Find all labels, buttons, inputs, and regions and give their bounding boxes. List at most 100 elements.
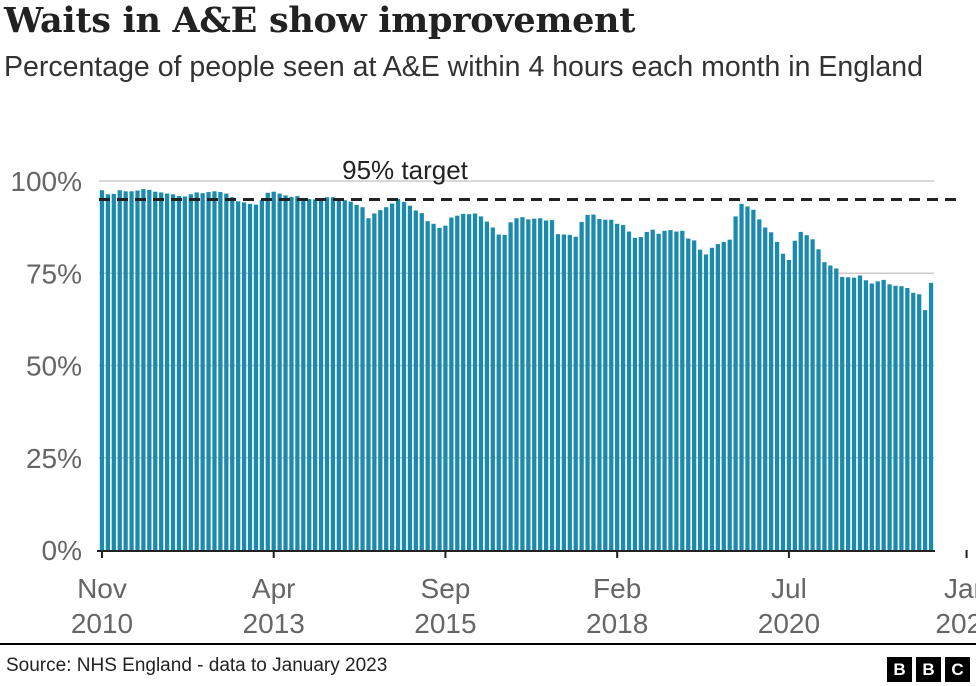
bar — [644, 231, 649, 551]
bar — [490, 227, 495, 551]
bar — [324, 197, 330, 551]
bar — [591, 214, 596, 550]
bar — [881, 279, 886, 550]
bar — [253, 204, 259, 550]
bar — [692, 240, 697, 550]
bar — [247, 203, 253, 550]
bar — [141, 189, 146, 550]
source-note: Source: NHS England - data to January 20… — [6, 655, 388, 676]
bar — [164, 193, 170, 551]
bar — [277, 193, 282, 551]
y-tick-label: 0% — [42, 535, 82, 566]
bar — [390, 203, 395, 550]
bar — [348, 201, 353, 550]
bar — [804, 235, 809, 551]
bar — [869, 283, 874, 550]
bar — [455, 215, 460, 550]
bar — [774, 241, 780, 550]
bar — [218, 192, 223, 550]
target-label: 95% target — [342, 155, 469, 185]
bar — [650, 229, 655, 550]
bar — [846, 277, 851, 550]
bar — [597, 219, 602, 550]
bar — [834, 268, 839, 550]
bar — [449, 217, 454, 550]
bar — [307, 199, 312, 550]
bar — [662, 230, 667, 550]
bar — [200, 193, 205, 550]
bar — [330, 197, 336, 551]
bar-series — [99, 189, 934, 551]
bar — [745, 206, 750, 550]
bar — [757, 219, 762, 550]
bar — [763, 227, 768, 551]
bar — [697, 249, 703, 550]
x-tick-label-year: 2018 — [586, 608, 648, 639]
bar — [241, 202, 247, 550]
bar — [342, 200, 347, 550]
bar — [674, 231, 679, 551]
bar — [206, 192, 211, 550]
bar — [899, 286, 904, 550]
x-tick-label-year: 2015 — [414, 608, 476, 639]
bar — [336, 198, 341, 550]
bar — [236, 201, 241, 551]
bar — [413, 210, 418, 550]
bar — [295, 196, 300, 550]
bar — [561, 234, 566, 550]
bar — [538, 218, 543, 550]
bar — [313, 199, 318, 550]
y-axis-labels: 0% 25% 50% 75% 100% — [10, 166, 82, 566]
bar — [786, 259, 792, 550]
bar — [863, 280, 869, 550]
bar — [230, 197, 235, 551]
x-tick-label-year: 2010 — [71, 608, 133, 639]
bar — [917, 294, 922, 550]
bar — [111, 193, 116, 551]
bar — [265, 192, 270, 550]
bar — [526, 219, 531, 550]
bar — [401, 202, 407, 550]
bar — [496, 234, 501, 550]
bar — [502, 234, 507, 550]
target-group: 95% target — [99, 155, 962, 201]
bar — [259, 200, 264, 550]
bar — [466, 214, 472, 550]
x-tick-label-month: Sep — [421, 573, 471, 604]
bar — [105, 194, 111, 550]
bar — [129, 191, 134, 550]
chart-title: Waits in A&E show improvement — [4, 0, 636, 41]
bar — [620, 224, 626, 550]
bar — [686, 238, 691, 550]
bar — [372, 213, 377, 550]
bar — [875, 281, 880, 550]
bar — [780, 253, 786, 550]
bar — [911, 292, 916, 550]
bar — [603, 219, 608, 550]
bar — [354, 204, 359, 551]
bar — [395, 199, 401, 550]
bar — [212, 191, 217, 550]
axes — [97, 550, 968, 558]
bar — [419, 213, 424, 550]
x-tick-label-year: 2013 — [243, 608, 305, 639]
bar — [922, 310, 928, 550]
bar — [135, 190, 140, 550]
bar — [828, 265, 833, 550]
bar — [182, 196, 187, 550]
bar — [461, 213, 466, 550]
bar — [893, 285, 898, 550]
bar — [573, 236, 578, 550]
bar — [366, 218, 371, 550]
bar — [656, 233, 661, 550]
bar — [549, 220, 555, 551]
bar — [170, 194, 176, 550]
bar — [283, 195, 288, 550]
bar — [176, 196, 182, 550]
bar — [555, 234, 561, 550]
bar — [478, 216, 484, 551]
bar — [123, 191, 128, 550]
x-tick-label-month: Feb — [593, 573, 641, 604]
bar — [437, 227, 442, 551]
bar — [739, 203, 744, 550]
